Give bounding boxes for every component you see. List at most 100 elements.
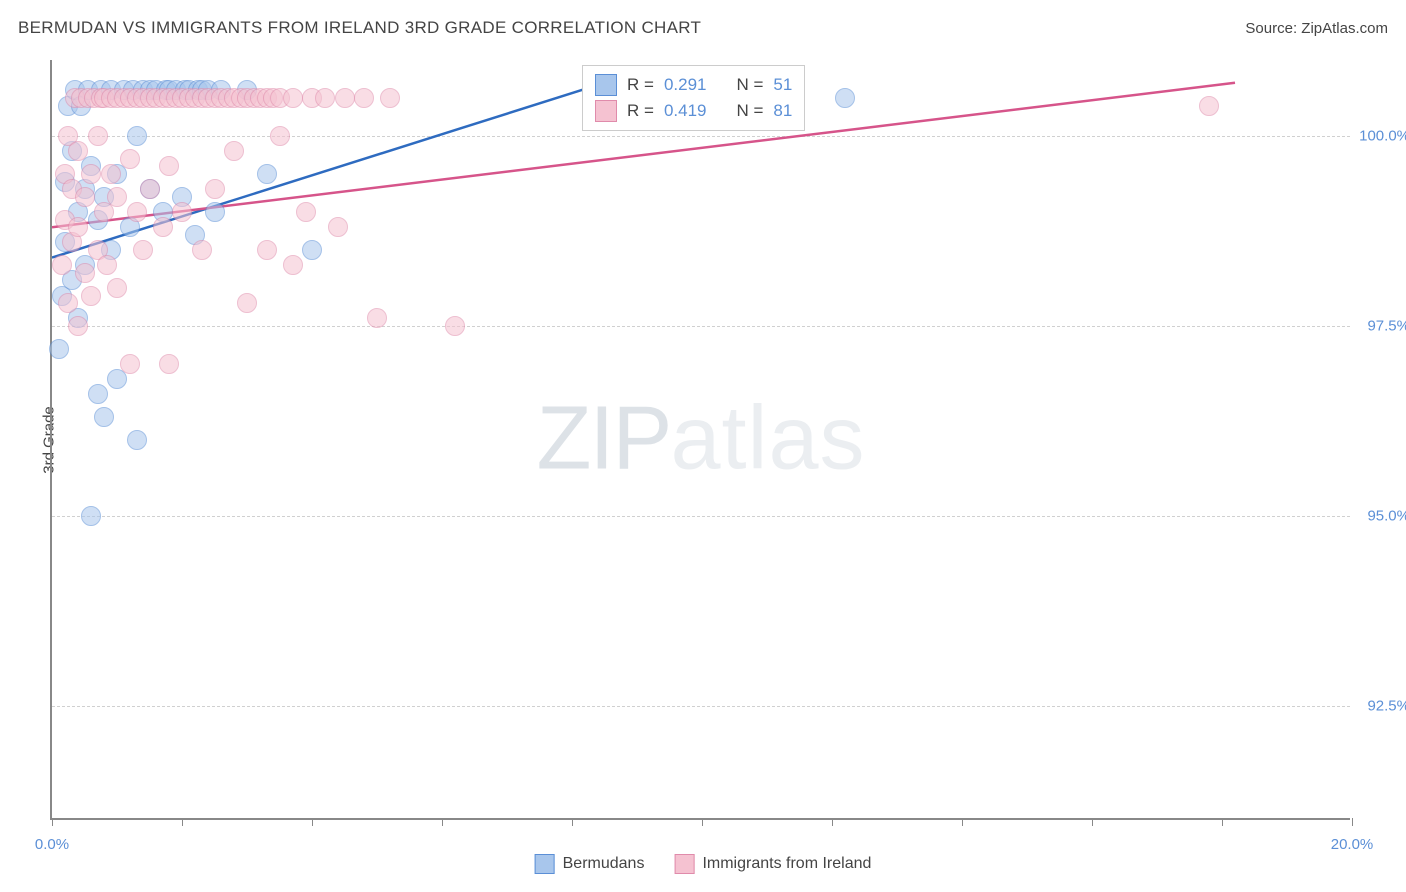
data-point [81, 506, 101, 526]
data-point [120, 354, 140, 374]
chart-header: BERMUDAN VS IMMIGRANTS FROM IRELAND 3RD … [18, 18, 1388, 38]
data-point [88, 384, 108, 404]
chart-title: BERMUDAN VS IMMIGRANTS FROM IRELAND 3RD … [18, 18, 701, 38]
data-point [81, 164, 101, 184]
data-point [153, 217, 173, 237]
data-point [367, 308, 387, 328]
data-point [58, 293, 78, 313]
x-tick [1222, 818, 1223, 826]
r-label: R = [627, 101, 654, 121]
data-point [283, 88, 303, 108]
stats-swatch [595, 74, 617, 96]
legend-item-ireland: Immigrants from Ireland [674, 854, 871, 874]
data-point [97, 255, 117, 275]
data-point [270, 126, 290, 146]
data-point [445, 316, 465, 336]
data-point [107, 187, 127, 207]
x-tick [962, 818, 963, 826]
x-tick [182, 818, 183, 826]
data-point [835, 88, 855, 108]
data-point [88, 126, 108, 146]
data-point [127, 126, 147, 146]
stats-row: R = 0.419 N = 81 [595, 98, 792, 124]
data-point [192, 240, 212, 260]
watermark-zip: ZIP [536, 389, 670, 489]
gridline [52, 706, 1350, 707]
data-point [120, 149, 140, 169]
data-point [68, 316, 88, 336]
stats-swatch [595, 100, 617, 122]
data-point [107, 278, 127, 298]
plot-area: ZIPatlas 92.5%95.0%97.5%100.0%0.0%20.0%R… [50, 60, 1350, 820]
x-tick-label: 0.0% [35, 836, 69, 853]
y-tick-label: 97.5% [1355, 318, 1406, 335]
data-point [315, 88, 335, 108]
data-point [328, 217, 348, 237]
data-point [205, 202, 225, 222]
n-value: 81 [773, 101, 792, 121]
data-point [257, 164, 277, 184]
legend-label-ireland: Immigrants from Ireland [702, 855, 871, 873]
x-tick [52, 818, 53, 826]
n-label: N = [736, 101, 763, 121]
stats-box: R = 0.291 N = 51 R = 0.419 N = 81 [582, 65, 805, 131]
x-tick [572, 818, 573, 826]
data-point [75, 263, 95, 283]
y-tick-label: 100.0% [1355, 128, 1406, 145]
r-value: 0.419 [664, 101, 707, 121]
data-point [81, 286, 101, 306]
x-tick [702, 818, 703, 826]
data-point [159, 354, 179, 374]
x-tick [442, 818, 443, 826]
legend: Bermudans Immigrants from Ireland [535, 854, 872, 874]
x-tick [1092, 818, 1093, 826]
data-point [172, 202, 192, 222]
data-point [335, 88, 355, 108]
data-point [302, 240, 322, 260]
gridline [52, 326, 1350, 327]
source-attribution: Source: ZipAtlas.com [1245, 20, 1388, 37]
x-tick [312, 818, 313, 826]
data-point [52, 255, 72, 275]
data-point [49, 339, 69, 359]
n-value: 51 [773, 75, 792, 95]
x-tick [1352, 818, 1353, 826]
source-name: ZipAtlas.com [1301, 20, 1388, 37]
data-point [237, 293, 257, 313]
data-point [127, 202, 147, 222]
r-value: 0.291 [664, 75, 707, 95]
data-point [140, 179, 160, 199]
data-point [354, 88, 374, 108]
gridline [52, 136, 1350, 137]
data-point [94, 407, 114, 427]
data-point [380, 88, 400, 108]
data-point [205, 179, 225, 199]
data-point [224, 141, 244, 161]
stats-row: R = 0.291 N = 51 [595, 72, 792, 98]
chart-container: 3rd Grade ZIPatlas 92.5%95.0%97.5%100.0%… [50, 60, 1350, 820]
data-point [68, 141, 88, 161]
y-tick-label: 92.5% [1355, 698, 1406, 715]
source-prefix: Source: [1245, 20, 1301, 37]
data-point [283, 255, 303, 275]
data-point [1199, 96, 1219, 116]
data-point [75, 187, 95, 207]
x-tick-label: 20.0% [1331, 836, 1374, 853]
legend-swatch-bermudans [535, 854, 555, 874]
n-label: N = [736, 75, 763, 95]
legend-label-bermudans: Bermudans [563, 855, 645, 873]
legend-swatch-ireland [674, 854, 694, 874]
gridline [52, 516, 1350, 517]
y-tick-label: 95.0% [1355, 508, 1406, 525]
legend-item-bermudans: Bermudans [535, 854, 645, 874]
data-point [159, 156, 179, 176]
x-tick [832, 818, 833, 826]
watermark: ZIPatlas [536, 388, 865, 491]
data-point [257, 240, 277, 260]
r-label: R = [627, 75, 654, 95]
data-point [133, 240, 153, 260]
data-point [68, 217, 88, 237]
data-point [101, 164, 121, 184]
watermark-atlas: atlas [670, 389, 865, 489]
data-point [127, 430, 147, 450]
